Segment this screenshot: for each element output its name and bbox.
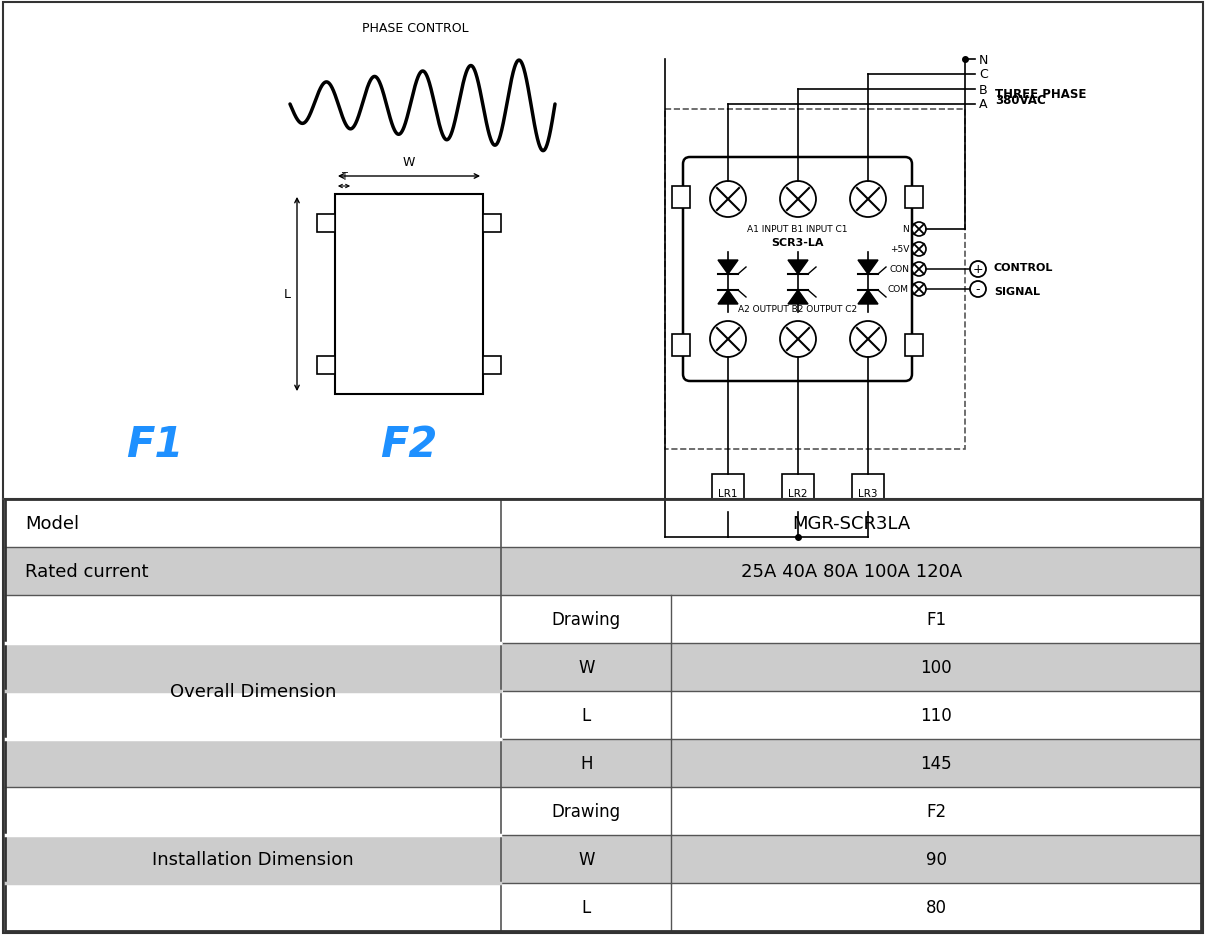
Polygon shape [857, 291, 878, 305]
Text: THREE PHASE: THREE PHASE [995, 88, 1087, 101]
Text: 100: 100 [920, 658, 952, 677]
Circle shape [970, 262, 987, 278]
Bar [851, 475, 884, 512]
Text: W: W [403, 155, 415, 168]
Text: COM: COM [888, 285, 909, 294]
Polygon shape [718, 291, 738, 305]
Text: CON: CON [889, 265, 909, 274]
Bar [665, 110, 965, 449]
Bar [317, 357, 335, 374]
Text: A: A [979, 98, 988, 111]
Bar [672, 335, 690, 357]
Bar [5, 787, 1201, 835]
Text: L: L [581, 707, 591, 724]
Text: Model: Model [25, 515, 80, 533]
Bar [482, 357, 500, 374]
Bar [335, 195, 482, 395]
Bar [5, 500, 1201, 931]
Text: F2: F2 [380, 424, 438, 465]
Bar [5, 692, 1201, 739]
Text: L: L [283, 288, 291, 301]
Text: SIGNAL: SIGNAL [994, 286, 1040, 297]
Circle shape [970, 282, 987, 298]
Text: N: N [979, 53, 989, 66]
Circle shape [850, 322, 886, 358]
Text: MGR-SCR3LA: MGR-SCR3LA [792, 515, 911, 533]
Text: W: W [578, 850, 595, 868]
Bar [904, 335, 923, 357]
Text: 145: 145 [920, 754, 952, 772]
Text: -: - [976, 284, 980, 296]
Text: 80: 80 [925, 898, 947, 916]
Text: Drawing: Drawing [551, 610, 621, 628]
Text: F1: F1 [926, 610, 947, 628]
Polygon shape [718, 261, 738, 274]
Bar [5, 883, 1201, 931]
Polygon shape [788, 261, 808, 274]
Text: A1 INPUT B1 INPUT C1: A1 INPUT B1 INPUT C1 [748, 226, 848, 234]
Text: C: C [979, 68, 988, 81]
Text: Overall Dimension: Overall Dimension [170, 682, 336, 700]
Text: L: L [581, 898, 591, 916]
Text: CONTROL: CONTROL [994, 263, 1053, 272]
Text: Installation Dimension: Installation Dimension [152, 850, 355, 868]
Text: 110: 110 [920, 707, 952, 724]
Text: F2: F2 [926, 802, 947, 820]
Circle shape [850, 182, 886, 218]
Circle shape [912, 242, 926, 256]
Text: Drawing: Drawing [551, 802, 621, 820]
Bar [5, 595, 1201, 643]
Text: LR1: LR1 [719, 489, 738, 499]
Bar [5, 643, 1201, 692]
Circle shape [912, 283, 926, 297]
Circle shape [780, 322, 816, 358]
Text: 380VAC: 380VAC [995, 94, 1046, 107]
Text: 25A 40A 80A 100A 120A: 25A 40A 80A 100A 120A [740, 563, 962, 580]
Text: F1: F1 [127, 424, 183, 465]
FancyBboxPatch shape [683, 158, 912, 382]
Circle shape [780, 182, 816, 218]
Bar [5, 500, 1201, 548]
Circle shape [710, 322, 747, 358]
Text: PHASE CONTROL: PHASE CONTROL [362, 22, 468, 35]
Text: H: H [580, 754, 592, 772]
Circle shape [710, 182, 747, 218]
Polygon shape [857, 261, 878, 274]
Bar [5, 835, 1201, 883]
Bar [5, 739, 1201, 787]
Text: SCR3-LA: SCR3-LA [772, 238, 824, 248]
Text: T: T [341, 172, 347, 182]
Bar [317, 214, 335, 233]
Bar [781, 475, 814, 512]
Circle shape [912, 223, 926, 237]
Text: +: + [973, 263, 983, 276]
Bar [712, 475, 744, 512]
Polygon shape [788, 291, 808, 305]
Bar [904, 187, 923, 209]
Text: +5V: +5V [890, 245, 909, 255]
Bar [482, 214, 500, 233]
Text: W: W [578, 658, 595, 677]
Text: LR2: LR2 [789, 489, 808, 499]
Bar [5, 548, 1201, 595]
Circle shape [912, 263, 926, 277]
Text: Rated current: Rated current [25, 563, 148, 580]
Text: 90: 90 [925, 850, 947, 868]
Text: N: N [902, 226, 909, 234]
Text: LR3: LR3 [859, 489, 878, 499]
Text: A2 OUTPUT B2 OUTPUT C2: A2 OUTPUT B2 OUTPUT C2 [738, 305, 857, 314]
Text: B: B [979, 83, 988, 96]
Bar [672, 187, 690, 209]
